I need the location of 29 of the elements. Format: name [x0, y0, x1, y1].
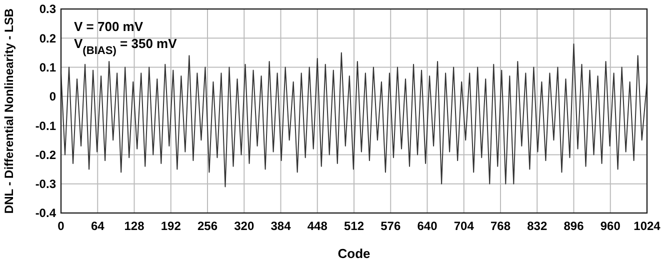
- x-tick-label: 832: [527, 219, 548, 233]
- x-tick-label: 448: [307, 219, 328, 233]
- x-tick-label: 1024: [634, 219, 661, 233]
- x-axis-title: Code: [338, 246, 370, 261]
- x-tick-label: 128: [124, 219, 145, 233]
- x-tick-label: 576: [380, 219, 401, 233]
- y-tick-label: 0.3: [39, 2, 56, 16]
- x-tick-label: 640: [417, 219, 438, 233]
- x-tick-label: 768: [490, 219, 511, 233]
- y-tick-label: 0: [49, 90, 56, 104]
- y-tick-label: -0.1: [35, 118, 56, 133]
- x-tick-label: 960: [600, 219, 621, 233]
- x-tick-label: 64: [90, 219, 105, 233]
- x-tick-label: 512: [344, 219, 364, 233]
- y-tick-label: 0.2: [39, 31, 56, 46]
- y-tick-label: 0.1: [39, 60, 56, 74]
- x-tick-label: 320: [234, 219, 254, 233]
- x-tick-label: 384: [270, 219, 292, 233]
- x-tick-label: 256: [197, 219, 218, 233]
- annotation: V$_{(BIAS)}$ = 350 mV: [74, 36, 178, 57]
- y-tick-label: -0.2: [35, 148, 56, 162]
- y-tick-label: -0.4: [35, 206, 56, 220]
- x-tick-label: 192: [160, 219, 182, 233]
- annotation: V = 700 mV: [74, 19, 144, 34]
- y-tick-label: -0.3: [35, 177, 56, 192]
- y-axis-title: DNL - Differential Nonlinearity - LSB: [2, 8, 16, 214]
- x-tick-label: 704: [454, 219, 474, 233]
- x-tick-label: 896: [564, 219, 584, 233]
- x-tick-label: 0: [58, 219, 65, 233]
